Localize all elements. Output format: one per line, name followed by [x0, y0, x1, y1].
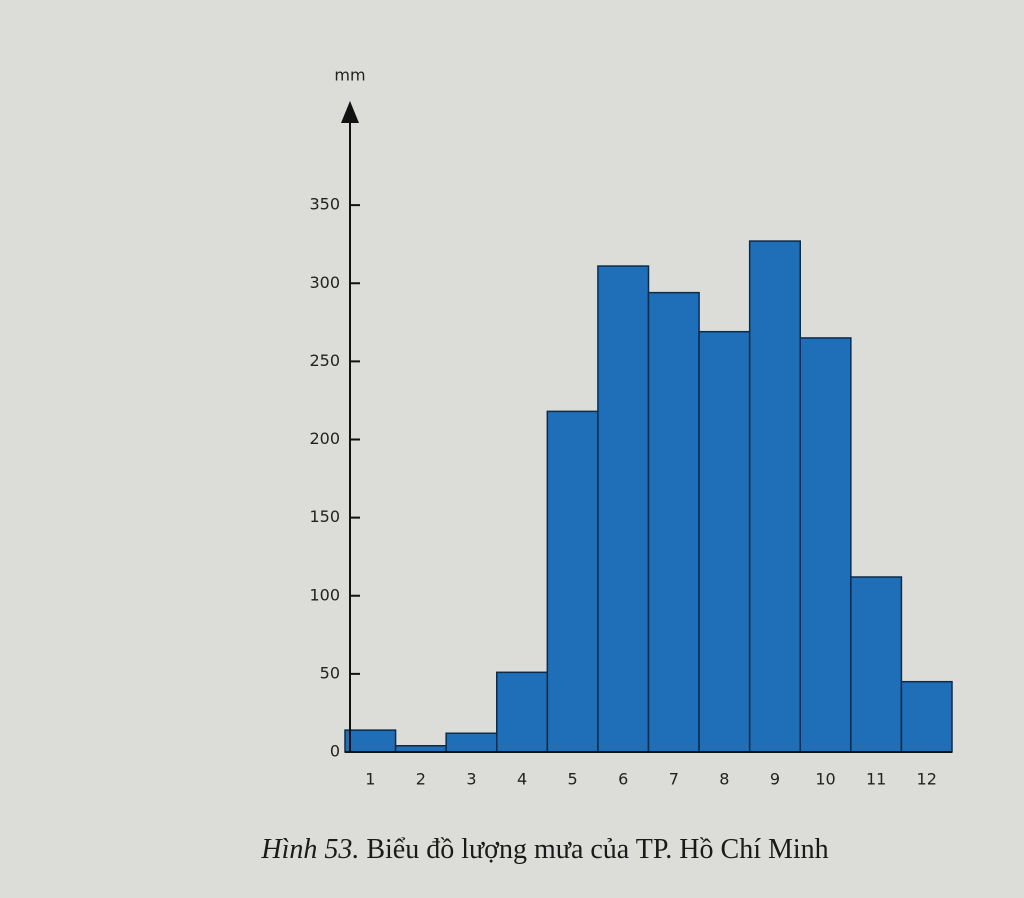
- bar: [344, 729, 397, 753]
- y-axis-label: mm: [334, 66, 365, 85]
- bar: [445, 732, 498, 753]
- x-tick-label: 2: [416, 770, 426, 789]
- bar: [698, 330, 751, 753]
- x-tick-label: 3: [466, 770, 476, 789]
- caption-text: Biểu đồ lượng mưa của TP. Hồ Chí Minh: [366, 834, 828, 865]
- y-tick-label: 50: [320, 663, 340, 682]
- x-tick-label: 9: [770, 770, 780, 789]
- y-tick-label: 300: [309, 273, 340, 292]
- x-tick-label: 10: [815, 770, 835, 789]
- y-tick-label: 150: [309, 507, 340, 526]
- caption: Hình 53. Biểu đồ lượng mưa của TP. Hồ Ch…: [260, 834, 828, 865]
- y-tick-label: 200: [309, 429, 340, 448]
- bar: [850, 576, 903, 753]
- bar: [799, 337, 852, 753]
- y-tick-label: 250: [309, 351, 340, 370]
- y-tick-label: 350: [309, 195, 340, 214]
- x-tick-label: 12: [917, 770, 937, 789]
- x-tick-label: 6: [618, 770, 628, 789]
- x-tick-label: 7: [669, 770, 679, 789]
- bar: [597, 265, 650, 753]
- bar: [748, 240, 802, 753]
- x-tick-label: 8: [719, 770, 729, 789]
- y-tick-label: 0: [330, 742, 340, 761]
- x-tick-label: 11: [866, 770, 886, 789]
- bar: [496, 671, 549, 753]
- x-tick-label: 4: [517, 770, 527, 789]
- bar: [647, 291, 700, 753]
- x-tick-label: 1: [365, 770, 375, 789]
- y-tick-label: 100: [309, 585, 340, 604]
- bar: [900, 680, 953, 753]
- y-axis-arrow: [341, 101, 359, 123]
- caption-label: Hình 53.: [260, 834, 359, 865]
- x-tick-label: 5: [568, 770, 578, 789]
- bar: [546, 410, 599, 753]
